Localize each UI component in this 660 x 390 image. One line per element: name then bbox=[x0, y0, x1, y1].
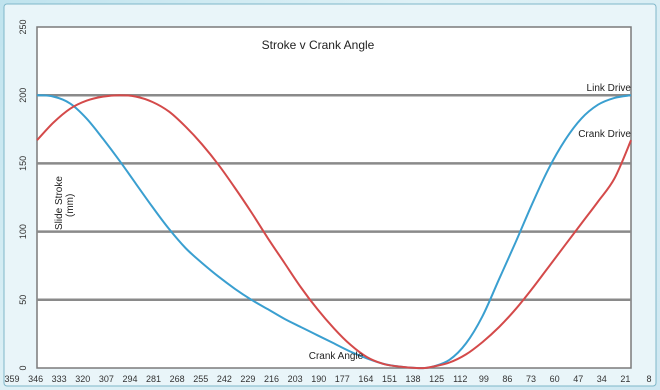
x-tick-label: 47 bbox=[573, 374, 583, 384]
y-tick-label: 200 bbox=[18, 88, 28, 103]
y-axis-label: Slide Stroke (mm) bbox=[54, 173, 76, 230]
x-tick-label: 333 bbox=[52, 374, 67, 384]
series-line-crank-drive bbox=[36, 94, 632, 370]
x-tick-label: 346 bbox=[28, 374, 43, 384]
x-tick-label: 294 bbox=[122, 374, 137, 384]
x-tick-label: 268 bbox=[170, 374, 185, 384]
x-tick-label: 177 bbox=[335, 374, 350, 384]
x-tick-label: 307 bbox=[99, 374, 114, 384]
series-lines bbox=[36, 94, 632, 370]
y-tick-label: 50 bbox=[18, 295, 28, 305]
x-tick-label: 125 bbox=[429, 374, 444, 384]
x-tick-label: 60 bbox=[550, 374, 560, 384]
chart-title: Stroke v Crank Angle bbox=[262, 38, 375, 52]
x-tick-label: 190 bbox=[311, 374, 326, 384]
y-tick-label: 100 bbox=[18, 224, 28, 239]
x-tick-label: 229 bbox=[240, 374, 255, 384]
x-tick-label: 255 bbox=[193, 374, 208, 384]
x-tick-label: 21 bbox=[620, 374, 630, 384]
y-tick-label: 250 bbox=[18, 19, 28, 34]
x-tick-label: 320 bbox=[75, 374, 90, 384]
x-tick-label: 242 bbox=[217, 374, 232, 384]
x-tick-label: 99 bbox=[479, 374, 489, 384]
y-tick-label: 150 bbox=[18, 156, 28, 171]
x-tick-label: 73 bbox=[526, 374, 536, 384]
x-tick-label: 151 bbox=[382, 374, 397, 384]
x-tick-label: 281 bbox=[146, 374, 161, 384]
x-tick-label: 216 bbox=[264, 374, 279, 384]
legend-link-drive: Link Drive bbox=[587, 83, 632, 94]
x-tick-label: 138 bbox=[406, 374, 421, 384]
series-line-link-drive bbox=[36, 94, 632, 370]
y-tick-label: 0 bbox=[18, 365, 28, 370]
x-tick-label: 203 bbox=[288, 374, 303, 384]
x-axis-ticks: 359 346 333 320 307 294 281 268 255 242 229 216 203 1… bbox=[4, 374, 651, 384]
plot-area bbox=[36, 26, 632, 369]
x-tick-label: 34 bbox=[597, 374, 607, 384]
grid-lines bbox=[37, 93, 631, 302]
x-tick-label: 359 bbox=[4, 374, 19, 384]
x-tick-label: 164 bbox=[358, 374, 373, 384]
x-tick-label: 86 bbox=[502, 374, 512, 384]
x-axis-label: Crank Angle bbox=[309, 351, 364, 362]
x-tick-label: 8 bbox=[646, 374, 651, 384]
x-tick-label: 112 bbox=[453, 374, 467, 384]
y-axis-ticks: 0 50 100 150 200 250 bbox=[18, 19, 28, 370]
legend-crank-drive: Crank Drive bbox=[578, 129, 631, 140]
